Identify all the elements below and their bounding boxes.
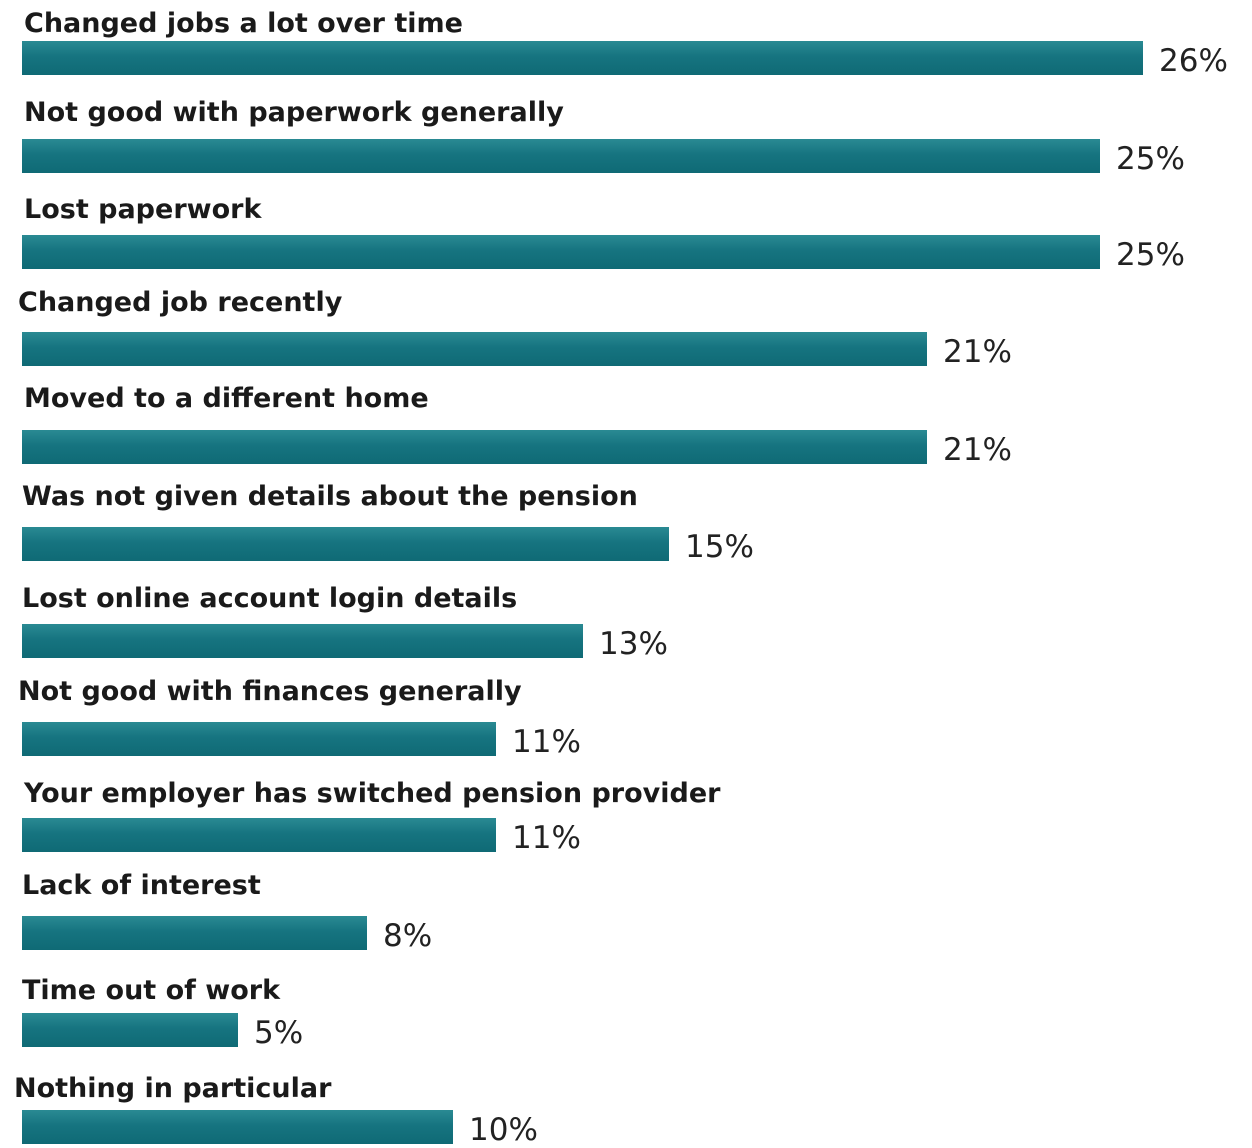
value-label: 13% (599, 626, 668, 662)
value-label: 11% (512, 724, 581, 760)
bar (22, 722, 496, 756)
bar (22, 139, 1100, 173)
category-label: Lost paperwork (24, 194, 262, 225)
value-label: 25% (1116, 141, 1185, 177)
bar (22, 916, 367, 950)
value-label: 26% (1159, 43, 1228, 79)
value-label: 25% (1116, 237, 1185, 273)
value-label: 21% (943, 432, 1012, 468)
category-label: Changed job recently (18, 287, 343, 318)
category-label: Not good with paperwork generally (24, 97, 564, 128)
value-label: 11% (512, 820, 581, 856)
value-label: 5% (254, 1015, 304, 1051)
category-label: Moved to a different home (24, 383, 429, 414)
bar (22, 332, 927, 366)
category-label: Was not given details about the pension (22, 481, 638, 512)
value-label: 15% (685, 529, 754, 565)
value-label: 10% (469, 1112, 538, 1148)
value-label: 21% (943, 334, 1012, 370)
category-label: Lack of interest (22, 870, 261, 901)
bar (22, 430, 927, 464)
category-label: Lost online account login details (22, 583, 518, 614)
bar (22, 235, 1100, 269)
bar (22, 818, 496, 852)
bar (22, 527, 669, 561)
category-label: Not good with finances generally (18, 676, 522, 707)
bar (22, 41, 1143, 75)
category-label: Changed jobs a lot over time (24, 8, 463, 39)
value-label: 8% (383, 918, 433, 954)
category-label: Your employer has switched pension provi… (24, 778, 721, 809)
bar (22, 1013, 238, 1047)
bar (22, 1110, 453, 1144)
category-label: Nothing in particular (14, 1073, 332, 1104)
category-label: Time out of work (22, 975, 281, 1006)
bar (22, 624, 583, 658)
